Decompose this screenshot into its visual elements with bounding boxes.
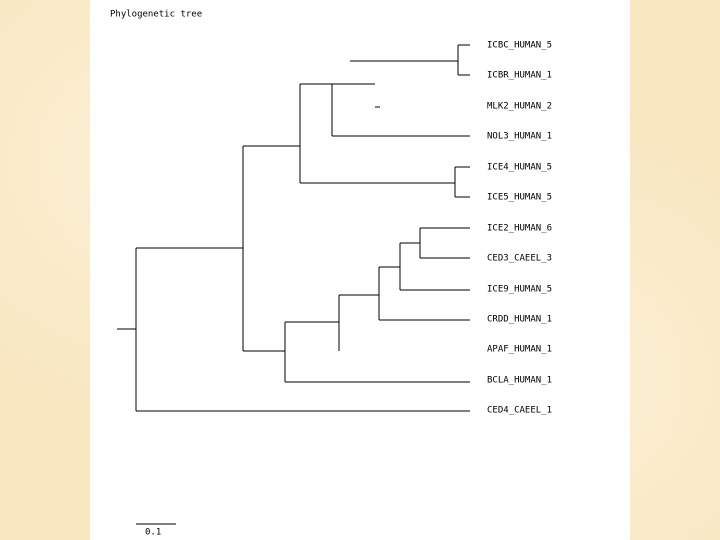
leaf-label: BCLA_HUMAN_1 xyxy=(487,376,552,386)
branches xyxy=(117,44,470,412)
title: Phylogenetic tree xyxy=(110,10,202,20)
leaf-label: MLK2_HUMAN_2 xyxy=(487,102,552,112)
leaf-label: ICE4_HUMAN_5 xyxy=(487,163,552,173)
leaf-label: ICE9_HUMAN_5 xyxy=(487,285,552,295)
leaf-label: ICE5_HUMAN_5 xyxy=(487,193,552,203)
leaf-label: APAF_HUMAN_1 xyxy=(487,345,552,355)
leaf-label: ICBC_HUMAN_5 xyxy=(487,41,552,51)
panel xyxy=(90,0,630,540)
leaf-label: ICBR_HUMAN_1 xyxy=(487,71,552,81)
leaf-label: NOL3_HUMAN_1 xyxy=(487,132,552,142)
leaf-label: CRDD_HUMAN_1 xyxy=(487,315,552,325)
leaf-label: CED4_CAEEL_1 xyxy=(487,406,552,416)
scale-label: 0.1 xyxy=(145,528,161,538)
leaf-label: ICE2_HUMAN_6 xyxy=(487,224,552,234)
leaf-label: CED3_CAEEL_3 xyxy=(487,254,552,264)
leaf-labels: ICBC_HUMAN_5 ICBR_HUMAN_1 MLK2_HUMAN_2 NOL3… xyxy=(487,41,552,416)
